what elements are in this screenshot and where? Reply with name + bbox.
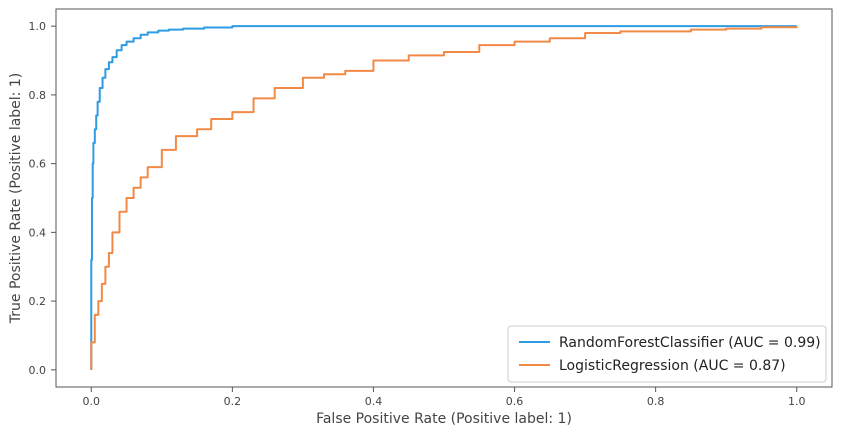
y-tick-label: 0.2 — [29, 295, 47, 308]
x-axis-label: False Positive Rate (Positive label: 1) — [316, 411, 572, 427]
legend: RandomForestClassifier (AUC = 0.99) Logi… — [507, 325, 827, 383]
series-layer — [90, 25, 798, 370]
y-tick-label: 1.0 — [29, 20, 47, 33]
x-tick-label: 0.2 — [224, 395, 242, 408]
y-axis-ticks: 0.0 0.2 0.4 0.6 0.8 1.0 — [29, 20, 56, 377]
x-tick-label: 0.6 — [506, 395, 524, 408]
plot-frame — [55, 8, 833, 388]
legend-label-rf: RandomForestClassifier (AUC = 0.99) — [559, 335, 821, 351]
y-tick-label: 0.4 — [29, 226, 47, 239]
legend-box — [507, 325, 827, 383]
y-tick-label: 0.6 — [29, 158, 47, 171]
y-axis-label: True Positive Rate (Positive label: 1) — [8, 73, 24, 324]
x-axis-ticks: 0.0 0.2 0.4 0.6 0.8 1.0 — [83, 387, 806, 408]
roc-curve-random-forest — [90, 25, 797, 370]
y-tick-label: 0.0 — [29, 364, 47, 377]
x-tick-label: 1.0 — [788, 395, 806, 408]
x-tick-label: 0.8 — [647, 395, 665, 408]
y-tick-label: 0.8 — [29, 89, 47, 102]
roc-curve-logistic-regression — [90, 26, 798, 370]
x-tick-label: 0.0 — [83, 395, 101, 408]
legend-label-lr: LogisticRegression (AUC = 0.87) — [559, 358, 786, 374]
x-tick-label: 0.4 — [365, 395, 383, 408]
